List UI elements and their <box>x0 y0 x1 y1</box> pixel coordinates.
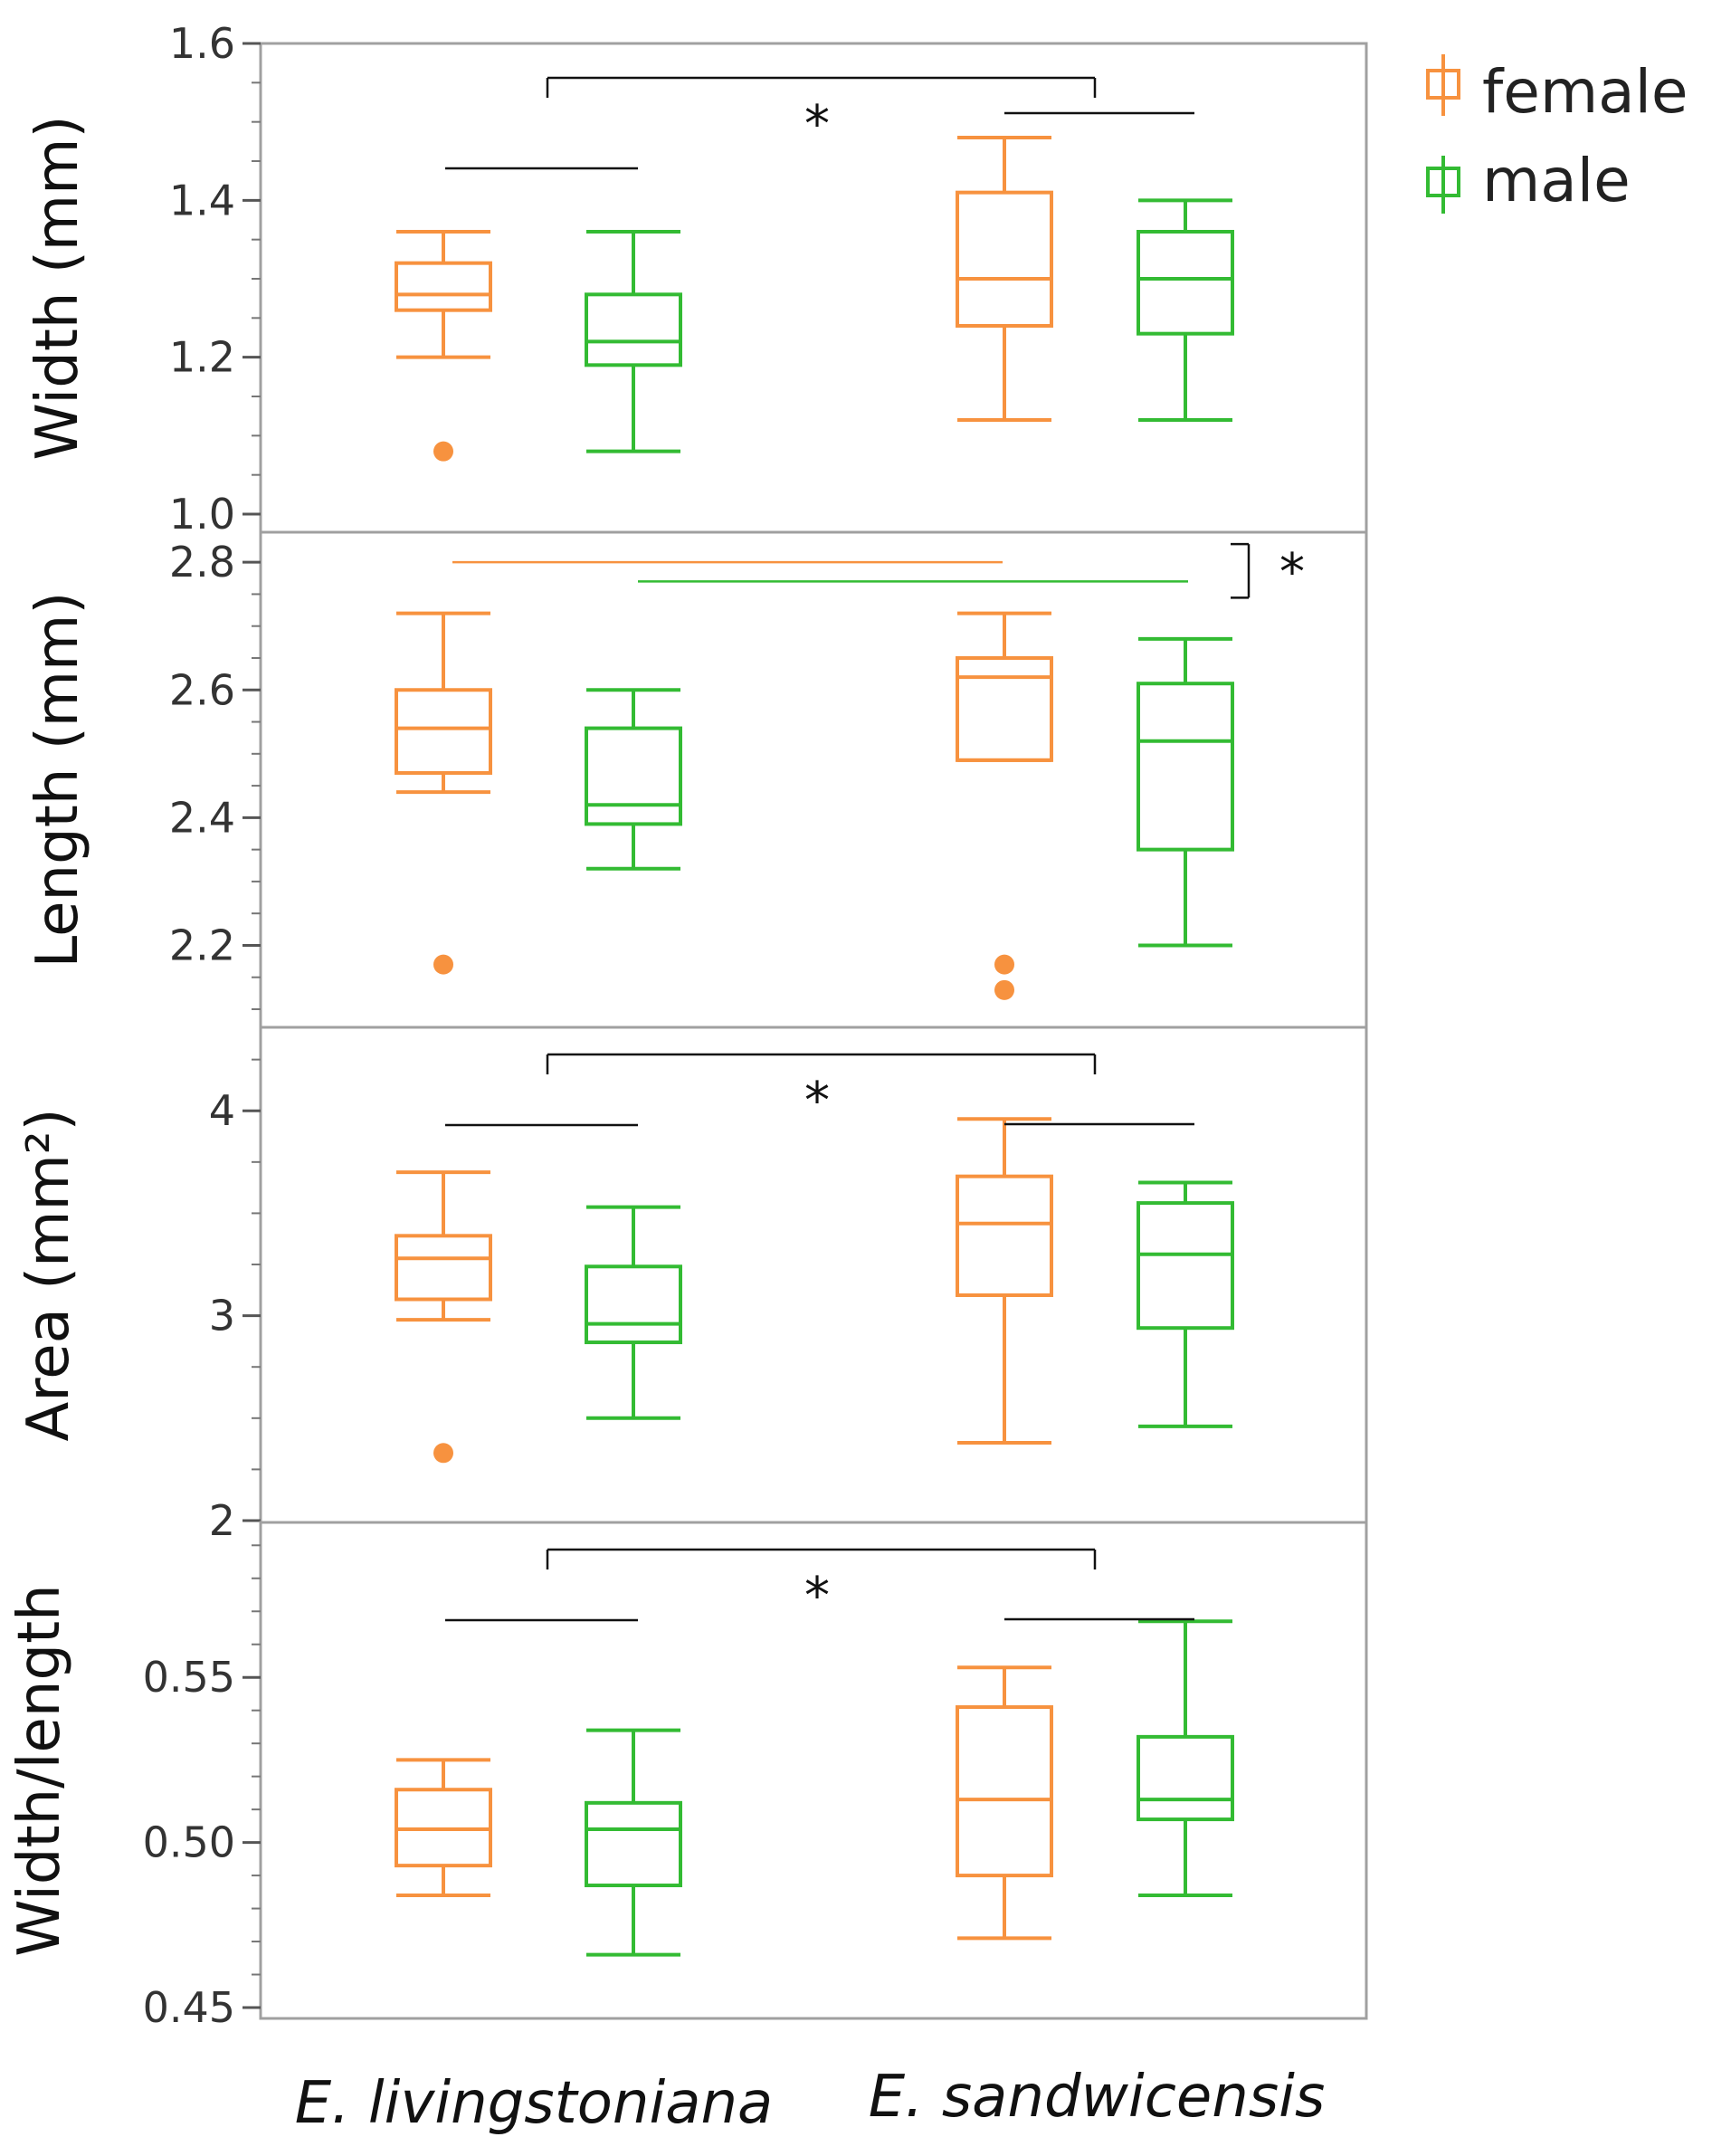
y-tick-label: 0.55 <box>143 1653 235 1702</box>
box-female-livingstoniana <box>395 230 492 462</box>
outlier-point <box>433 441 453 462</box>
iqr-box <box>395 1234 492 1302</box>
box-male-sandwicensis <box>1137 1619 1234 1897</box>
y-axis-title: Width/length <box>6 1584 73 1957</box>
iqr-box <box>585 726 682 826</box>
box-female-livingstoniana <box>395 611 492 975</box>
iqr-box <box>585 292 682 367</box>
iqr-box <box>395 688 492 775</box>
iqr-box <box>956 190 1053 328</box>
x-category-sandwicensis: E. sandwicensis <box>869 2064 1326 2131</box>
panel-ratio: 0.45 0.50 0.55 Width/length * <box>6 1521 1368 2032</box>
box-female-sandwicensis <box>956 1665 1053 1941</box>
legend-male-marker <box>1426 156 1460 214</box>
y-tick-label: 1.6 <box>169 19 235 68</box>
panel-area: 2 3 4 Area (mm²) * <box>15 1026 1368 1545</box>
y-tick-label: 2.6 <box>169 665 235 714</box>
box-male-sandwicensis <box>1137 636 1234 948</box>
y-tick-label: 2 <box>209 1496 235 1545</box>
y-axis-title: Width (mm) <box>24 116 91 461</box>
legend-female-marker <box>1426 54 1460 116</box>
y-tick-label: 2.4 <box>169 793 235 842</box>
y-tick-label: 2.8 <box>169 538 235 587</box>
significance-star: * <box>804 95 830 154</box>
iqr-box <box>395 261 492 312</box>
y-tick-label: 1.4 <box>169 176 235 224</box>
panels: 1.0 1.2 1.4 1.6 Width (mm) * 2.2 2.4 2.6 2.8 Lengt… <box>6 19 1368 2032</box>
box-female-sandwicensis <box>956 1117 1053 1445</box>
box-male-sandwicensis <box>1137 198 1234 422</box>
iqr-box <box>1137 1734 1234 1822</box>
iqr-box <box>585 1800 682 1888</box>
panel-frame <box>259 1521 1368 2020</box>
legend-female-label: female <box>1482 57 1688 127</box>
box-female-livingstoniana <box>395 1170 492 1464</box>
y-tick-label: 2.2 <box>169 921 235 969</box>
y-tick-label: 1.2 <box>169 333 235 382</box>
outlier-point <box>433 954 453 975</box>
box-male-livingstoniana <box>585 688 682 871</box>
iqr-box <box>585 1264 682 1345</box>
y-tick-label: 1.0 <box>169 490 235 539</box>
outlier-point <box>994 979 1014 1000</box>
significance-star: * <box>804 1567 830 1626</box>
iqr-box <box>956 1174 1053 1297</box>
y-axis-title: Area (mm²) <box>15 1109 82 1442</box>
outlier-point <box>994 954 1014 975</box>
y-tick-label: 4 <box>209 1086 235 1135</box>
iqr-box <box>1137 1201 1234 1331</box>
box-female-sandwicensis <box>956 136 1053 422</box>
iqr-box <box>956 655 1053 762</box>
box-female-livingstoniana <box>395 1758 492 1897</box>
y-tick-label: 0.45 <box>143 1983 235 2032</box>
panel-length: 2.2 2.4 2.6 2.8 Length (mm) * <box>24 530 1368 1029</box>
y-tick-label: 0.50 <box>143 1818 235 1867</box>
box-male-livingstoniana <box>585 1205 682 1420</box>
y-tick-label: 3 <box>209 1292 235 1340</box>
significance-star: * <box>1279 543 1305 602</box>
legend-male-label: male <box>1482 146 1631 215</box>
box-male-livingstoniana <box>585 1728 682 1957</box>
outlier-point <box>433 1443 453 1464</box>
x-category-livingstoniana: E. livingstoniana <box>295 2070 773 2137</box>
box-male-livingstoniana <box>585 230 682 453</box>
iqr-box <box>1137 682 1234 852</box>
box-female-sandwicensis <box>956 611 1053 1000</box>
legend: female male <box>1426 54 1688 215</box>
significance-star: * <box>804 1072 830 1130</box>
box-male-sandwicensis <box>1137 1180 1234 1428</box>
iqr-box <box>956 1705 1053 1878</box>
panel-width: 1.0 1.2 1.4 1.6 Width (mm) * <box>24 19 1368 539</box>
panel-frame <box>259 530 1368 1029</box>
y-axis-title: Length (mm) <box>24 592 91 968</box>
iqr-box <box>1137 230 1234 336</box>
